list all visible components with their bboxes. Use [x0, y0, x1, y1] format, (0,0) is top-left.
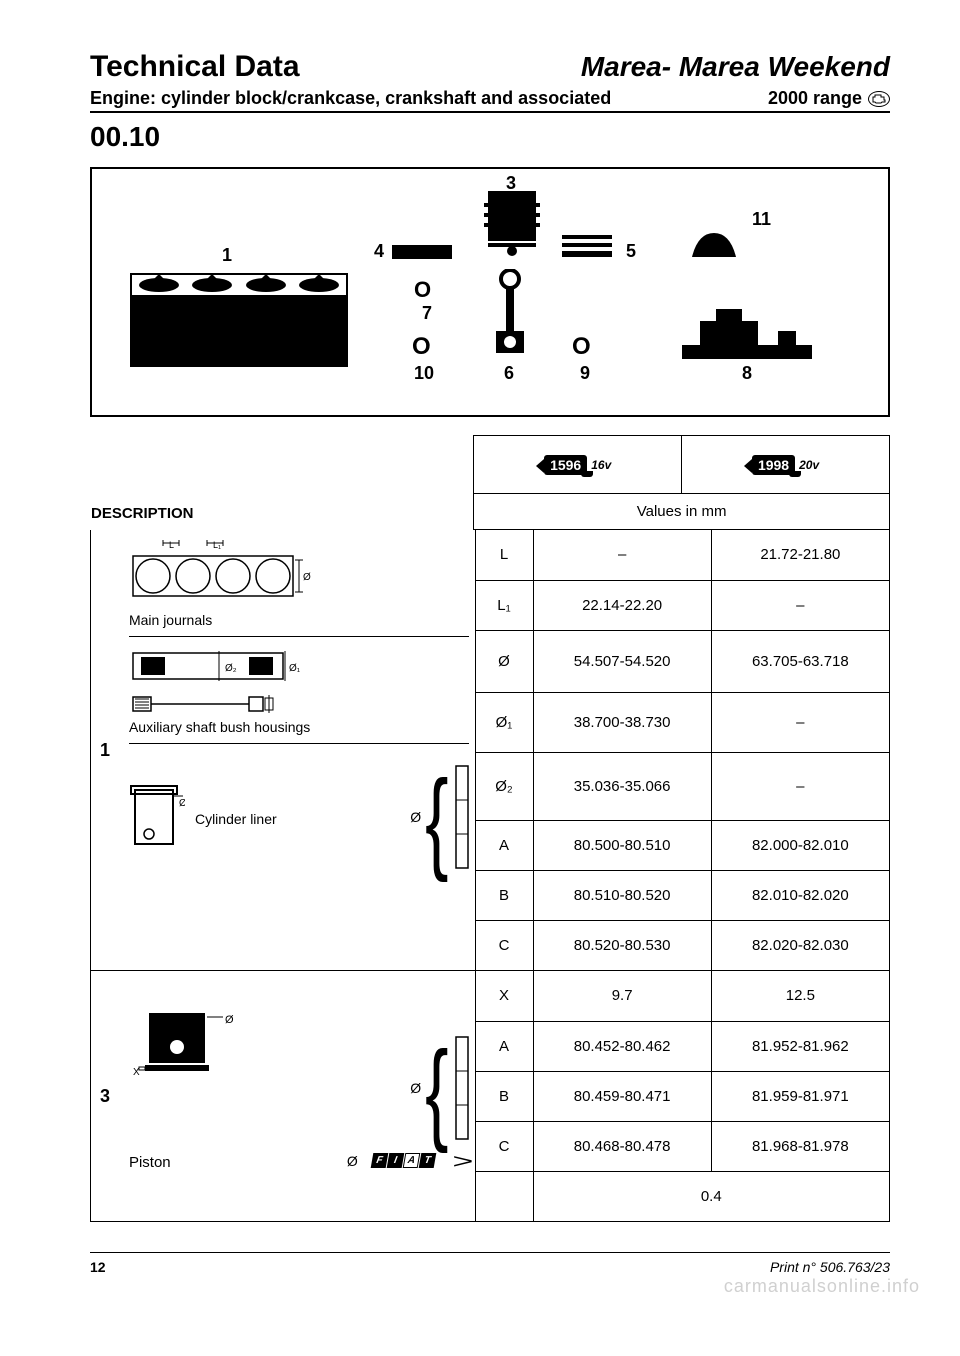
svg-text:Ø₁: Ø₁ [289, 663, 301, 674]
aux-shaft-label: Auxiliary shaft bush housings [129, 715, 469, 735]
subtitle-right: 2000 range [768, 88, 890, 109]
engine1-suf: 16v [591, 458, 611, 472]
crankcase-icon [130, 273, 348, 369]
pA-v1: 80.452-80.462 [533, 1021, 711, 1071]
cyl-liner-label: Cylinder liner [195, 807, 277, 827]
range-label: 2000 range [768, 88, 862, 109]
pB-v1: 80.459-80.471 [533, 1071, 711, 1121]
sym-L1: L₁ [475, 580, 533, 630]
cyl-liner-icon: Ø [129, 784, 185, 850]
page-number: 12 [90, 1259, 106, 1275]
dia-symbol-2: Ø [410, 1080, 421, 1096]
pA-v2: 81.952-81.962 [711, 1021, 889, 1071]
cA-v2: 82.000-82.010 [711, 820, 889, 870]
d-v1: 54.507-54.520 [533, 630, 711, 692]
dg-7: 7 [422, 303, 432, 324]
piston-schem-icon: Ø X [129, 1009, 239, 1089]
values-label: Values in mm [474, 494, 890, 530]
data-table: DESCRIPTION 1596 16v 1998 20v Values in … [90, 435, 890, 1222]
sym-d2: Ø₂ [475, 752, 533, 820]
dg-5: 5 [626, 241, 636, 262]
d1-v1: 38.700-38.730 [533, 692, 711, 752]
L1-v2: – [711, 580, 889, 630]
rings-icon [562, 235, 612, 261]
dia-symbol-3: Ø [347, 1153, 358, 1169]
sec1-num: 1 [91, 530, 119, 970]
pC-v1: 80.468-80.478 [533, 1121, 711, 1171]
sec3-num: 3 [91, 971, 119, 1221]
L-v1: – [533, 530, 711, 580]
dg-11: 11 [752, 209, 771, 230]
svg-text:L₁: L₁ [213, 540, 221, 550]
L1-v1: 22.14-22.20 [533, 580, 711, 630]
engine-icon [868, 91, 890, 107]
conrod-icon [492, 269, 528, 359]
sym-cB: B [475, 870, 533, 920]
ring9-icon: O [572, 333, 591, 361]
d1-v2: – [711, 692, 889, 752]
ring10-icon: O [412, 333, 431, 361]
engine-badge-2: 1998 20v [752, 455, 819, 475]
title-right: Marea- Marea Weekend [581, 51, 890, 83]
sym-X: X [475, 971, 533, 1021]
svg-text:L: L [169, 540, 174, 550]
sym-L: L [475, 530, 533, 580]
pB-v2: 81.959-81.971 [711, 1071, 889, 1121]
print-ref: Print n° 506.763/23 [770, 1259, 890, 1275]
L-v2: 21.72-21.80 [711, 530, 889, 580]
engine1-code: 1596 [544, 455, 587, 475]
dg-1: 1 [222, 245, 232, 266]
aux-shaft-icon: Ø₂ Ø₁ [129, 645, 469, 715]
parts-diagram: 1 3 4 5 O 7 O 10 6 O 9 11 8 [90, 167, 890, 417]
dg-8: 8 [742, 363, 752, 384]
X-v2: 12.5 [711, 971, 889, 1021]
sym-cA: A [475, 820, 533, 870]
cC-v1: 80.520-80.530 [533, 920, 711, 970]
dia-symbol: Ø [410, 809, 421, 825]
crankshaft-icon [682, 309, 812, 363]
sym-pB: B [475, 1071, 533, 1121]
sym-d: Ø [475, 630, 533, 692]
sym-cC: C [475, 920, 533, 970]
sym-pA: A [475, 1021, 533, 1071]
pC-v2: 81.968-81.978 [711, 1121, 889, 1171]
main-journals-label: Main journals [129, 608, 469, 628]
cB-v2: 82.010-82.020 [711, 870, 889, 920]
section-number: 00.10 [90, 121, 890, 153]
svg-text:Ø: Ø [303, 572, 311, 583]
svg-text:Ø₂: Ø₂ [225, 663, 237, 674]
dg-10: 10 [414, 363, 434, 384]
cA-v1: 80.500-80.510 [533, 820, 711, 870]
d2-v2: – [711, 752, 889, 820]
fiat-v: 0.4 [533, 1171, 889, 1221]
fiat-logo-icon: FIAT [372, 1153, 435, 1168]
engine2-suf: 20v [799, 458, 819, 472]
engine-badge-1: 1596 16v [544, 455, 611, 475]
subtitle-left: Engine: cylinder block/crankcase, cranks… [90, 88, 611, 109]
dg-9: 9 [580, 363, 590, 384]
cB-v1: 80.510-80.520 [533, 870, 711, 920]
svg-text:Ø: Ø [179, 798, 185, 809]
dg-6: 6 [504, 363, 514, 384]
piston-head-icon [482, 189, 542, 257]
pin-icon [392, 245, 452, 259]
watermark: carmanualsonline.info [724, 1276, 920, 1297]
cam-lobe-icon [692, 233, 736, 257]
main-journals-icon: L L₁ Ø [129, 538, 469, 608]
sym-d1: Ø₁ [475, 692, 533, 752]
dg-4: 4 [374, 241, 384, 262]
cC-v2: 82.020-82.030 [711, 920, 889, 970]
engine2-code: 1998 [752, 455, 795, 475]
d-v2: 63.705-63.718 [711, 630, 889, 692]
piston-label: Piston [129, 1150, 171, 1171]
svg-text:Ø: Ø [225, 1014, 234, 1026]
sym-pC: C [475, 1121, 533, 1171]
d2-v1: 35.036-35.066 [533, 752, 711, 820]
X-v1: 9.7 [533, 971, 711, 1021]
description-label: DESCRIPTION [91, 499, 194, 532]
title-left: Technical Data [90, 50, 300, 84]
ring7-icon: O [414, 277, 431, 303]
greater-than-icon: > [452, 1151, 473, 1174]
